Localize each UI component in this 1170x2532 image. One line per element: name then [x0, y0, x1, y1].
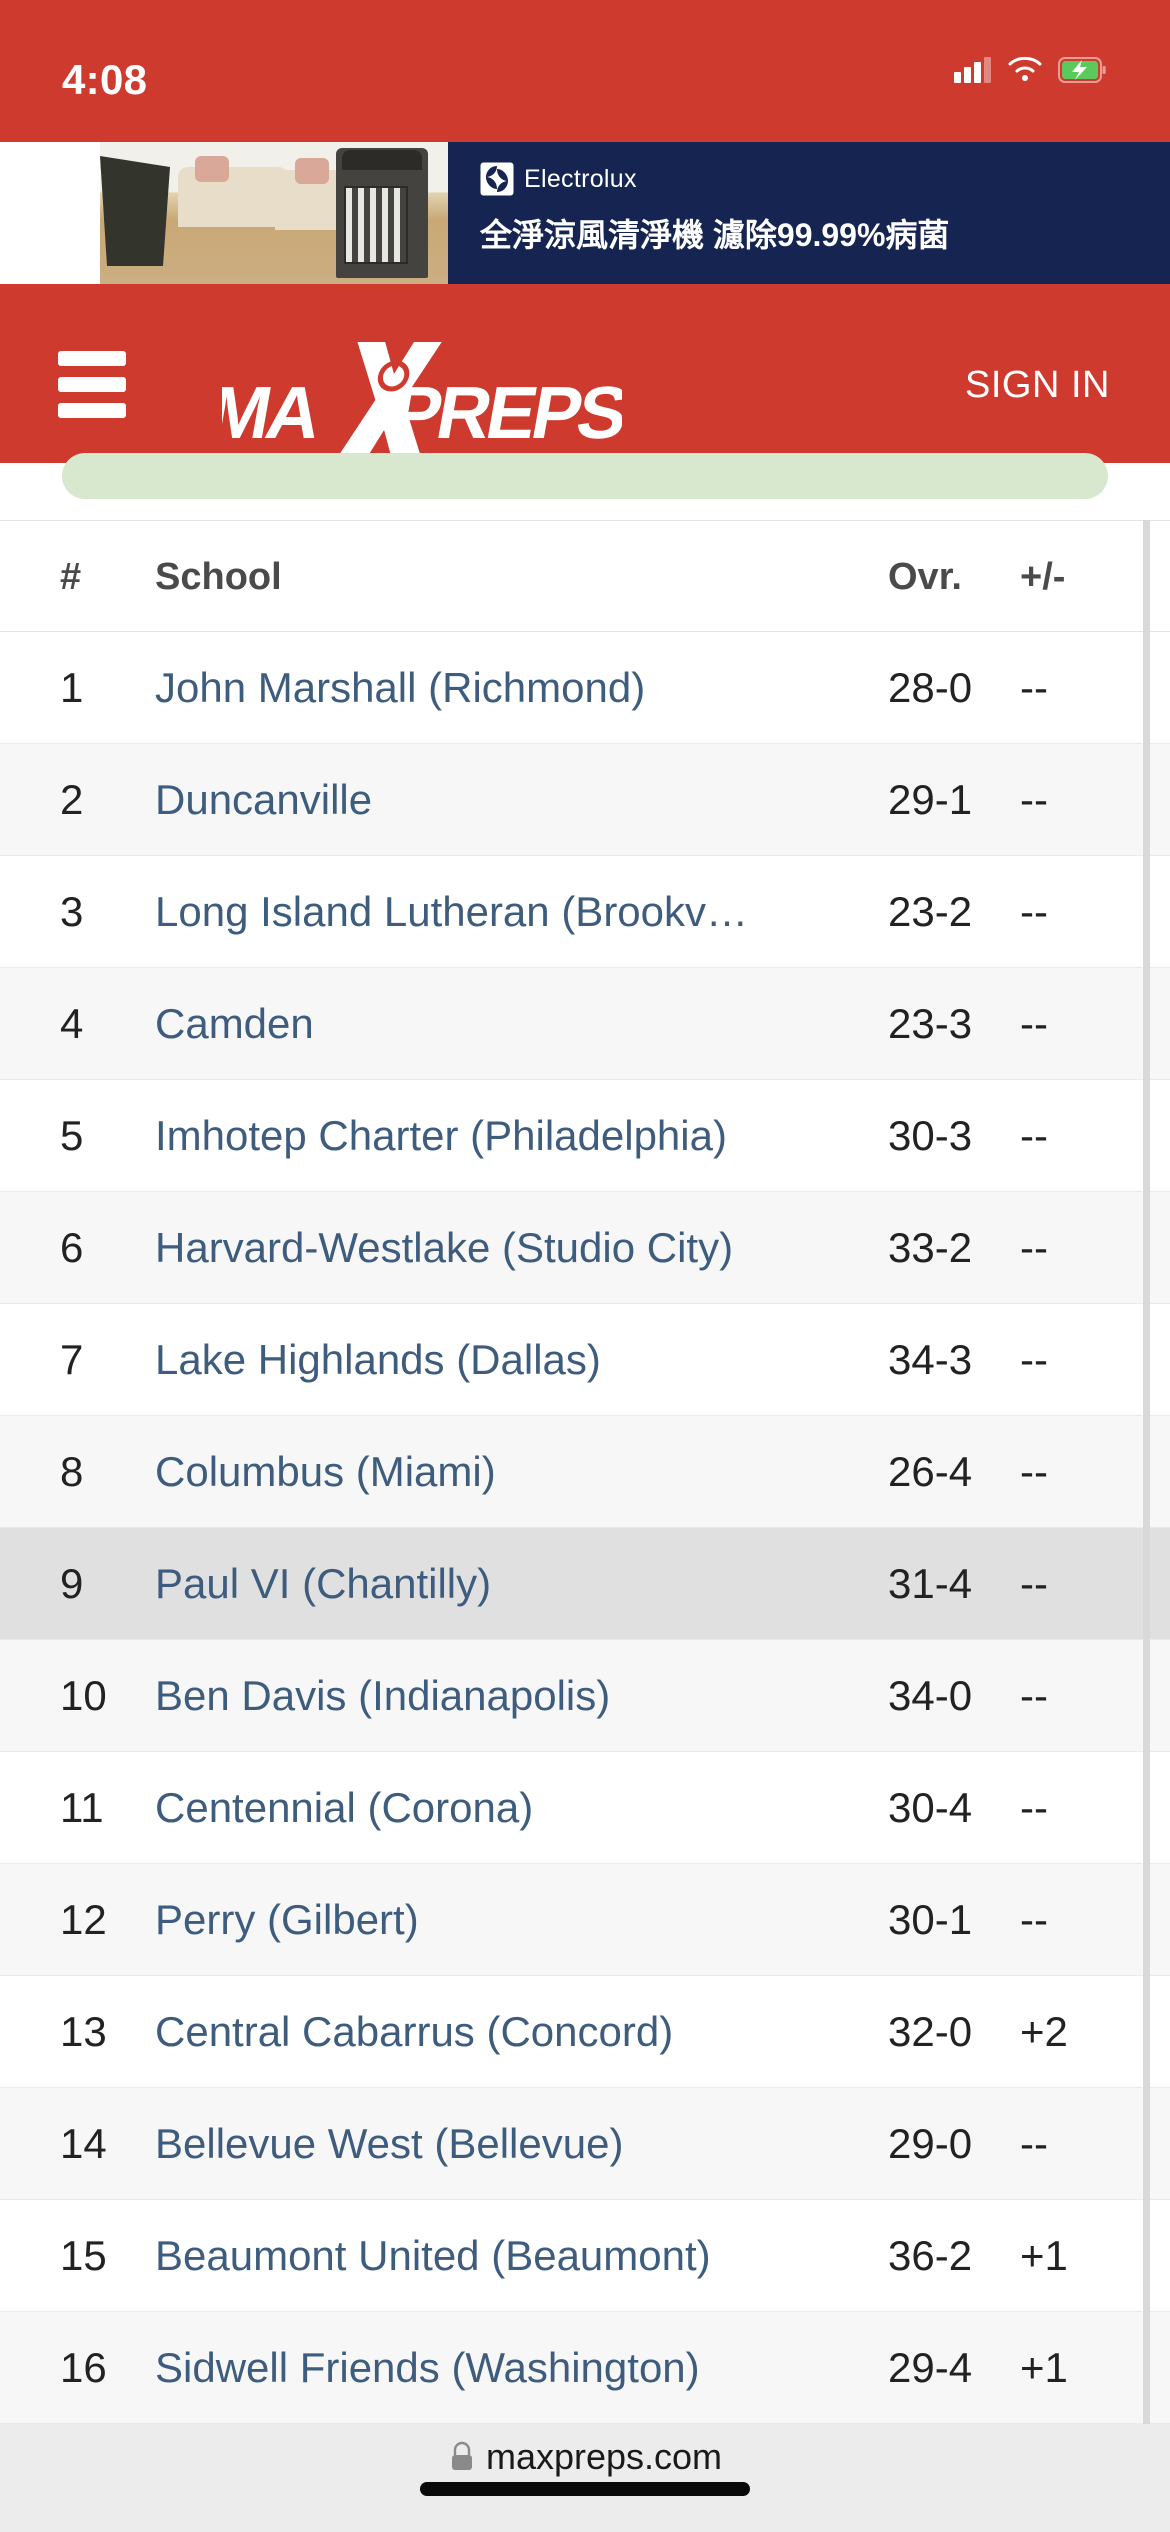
svg-text:MA: MA: [222, 371, 326, 454]
svg-text:PREPS: PREPS: [385, 371, 622, 454]
